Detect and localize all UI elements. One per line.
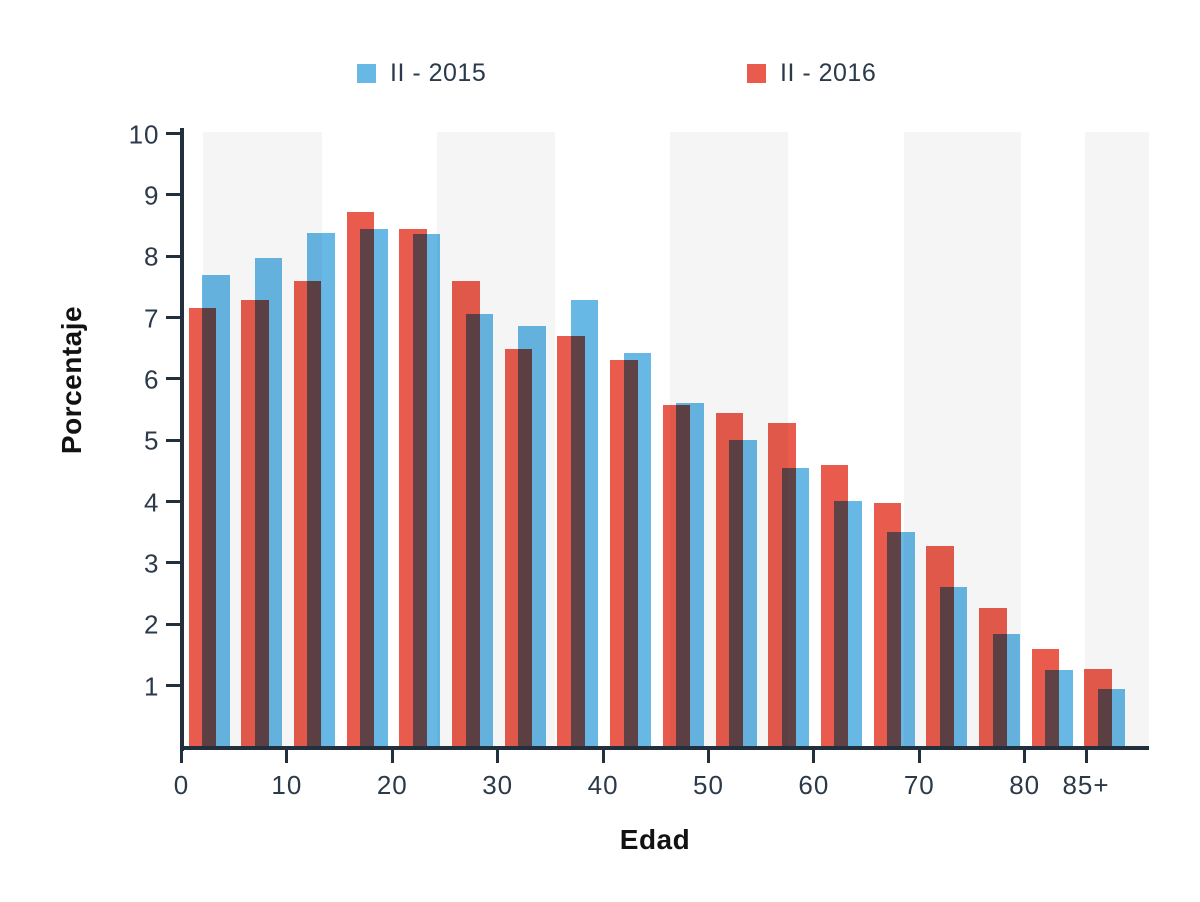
bar-2016[interactable] <box>979 608 1007 747</box>
bar-2016[interactable] <box>662 404 691 747</box>
y-tick <box>165 132 182 135</box>
y-tick <box>165 254 182 258</box>
y-tick <box>165 316 182 320</box>
y-axis-title: Porcentaje <box>56 305 87 455</box>
bar-2016[interactable] <box>768 423 796 747</box>
x-tick <box>812 750 816 763</box>
legend-item-2015[interactable]: II - 2015 <box>357 59 486 88</box>
x-tick <box>917 750 921 763</box>
y-axis-line <box>179 127 184 751</box>
bar-2016[interactable] <box>873 502 902 747</box>
x-tick-label: 0 <box>173 770 190 800</box>
bar-2016[interactable] <box>715 413 743 747</box>
y-tick-label: 9 <box>144 180 160 211</box>
x-tick <box>601 750 605 763</box>
legend-label-2015: II - 2015 <box>390 59 487 87</box>
background-band <box>1085 131 1149 747</box>
x-tick-label: 50 <box>693 770 724 800</box>
x-tick <box>390 750 394 763</box>
x-tick <box>1084 750 1088 763</box>
x-tick-label: 85+ <box>1062 770 1110 800</box>
x-axis-line <box>179 746 1149 750</box>
bar-2016[interactable] <box>293 280 322 747</box>
x-tick <box>180 750 183 763</box>
x-tick <box>1023 750 1027 763</box>
x-tick <box>496 750 500 763</box>
legend-item-2016[interactable]: II - 2016 <box>747 59 876 88</box>
y-tick-label: 8 <box>144 241 160 272</box>
bar-2016[interactable] <box>346 212 375 747</box>
x-tick <box>285 750 289 763</box>
y-tick <box>165 438 182 442</box>
x-tick-label: 10 <box>271 770 303 800</box>
bar-2016[interactable] <box>452 280 480 747</box>
x-tick <box>707 750 710 763</box>
bar-2016[interactable] <box>1031 648 1060 747</box>
y-tick-label: 3 <box>144 548 160 579</box>
y-tick-label: 5 <box>144 425 160 456</box>
x-tick-label: 20 <box>376 770 408 800</box>
y-tick-label: 2 <box>144 609 160 640</box>
legend-label-2016: II - 2016 <box>780 59 877 87</box>
x-axis-title: Edad <box>619 824 691 855</box>
bar-2016[interactable] <box>610 360 638 747</box>
bar-2016[interactable] <box>1084 669 1112 747</box>
bar-2016[interactable] <box>926 546 954 747</box>
bar-2016[interactable] <box>504 348 533 747</box>
x-tick-label: 40 <box>587 770 619 800</box>
y-tick-label: 6 <box>144 364 160 395</box>
bar-2016[interactable] <box>557 335 585 747</box>
y-tick-label: 4 <box>144 487 160 518</box>
y-tick-label: 7 <box>144 303 160 334</box>
y-tick <box>165 684 182 688</box>
bar-2016[interactable] <box>820 464 849 747</box>
legend-marker-2016-icon <box>747 64 766 83</box>
x-tick-label: 70 <box>903 770 935 800</box>
x-tick-label: 80 <box>1009 770 1041 800</box>
y-tick <box>165 500 182 504</box>
x-tick-label: 60 <box>798 770 830 800</box>
y-tick <box>165 561 182 565</box>
legend-marker-2015-icon <box>357 64 376 83</box>
x-tick-label: 30 <box>482 770 514 800</box>
bar-2016[interactable] <box>241 299 269 747</box>
bar-2016[interactable] <box>399 229 427 747</box>
y-tick <box>165 622 182 626</box>
y-tick-label: 10 <box>128 119 160 149</box>
y-tick <box>165 193 182 197</box>
bar-2016[interactable] <box>188 307 216 747</box>
y-tick <box>165 377 182 381</box>
y-tick-label: 1 <box>144 671 160 702</box>
